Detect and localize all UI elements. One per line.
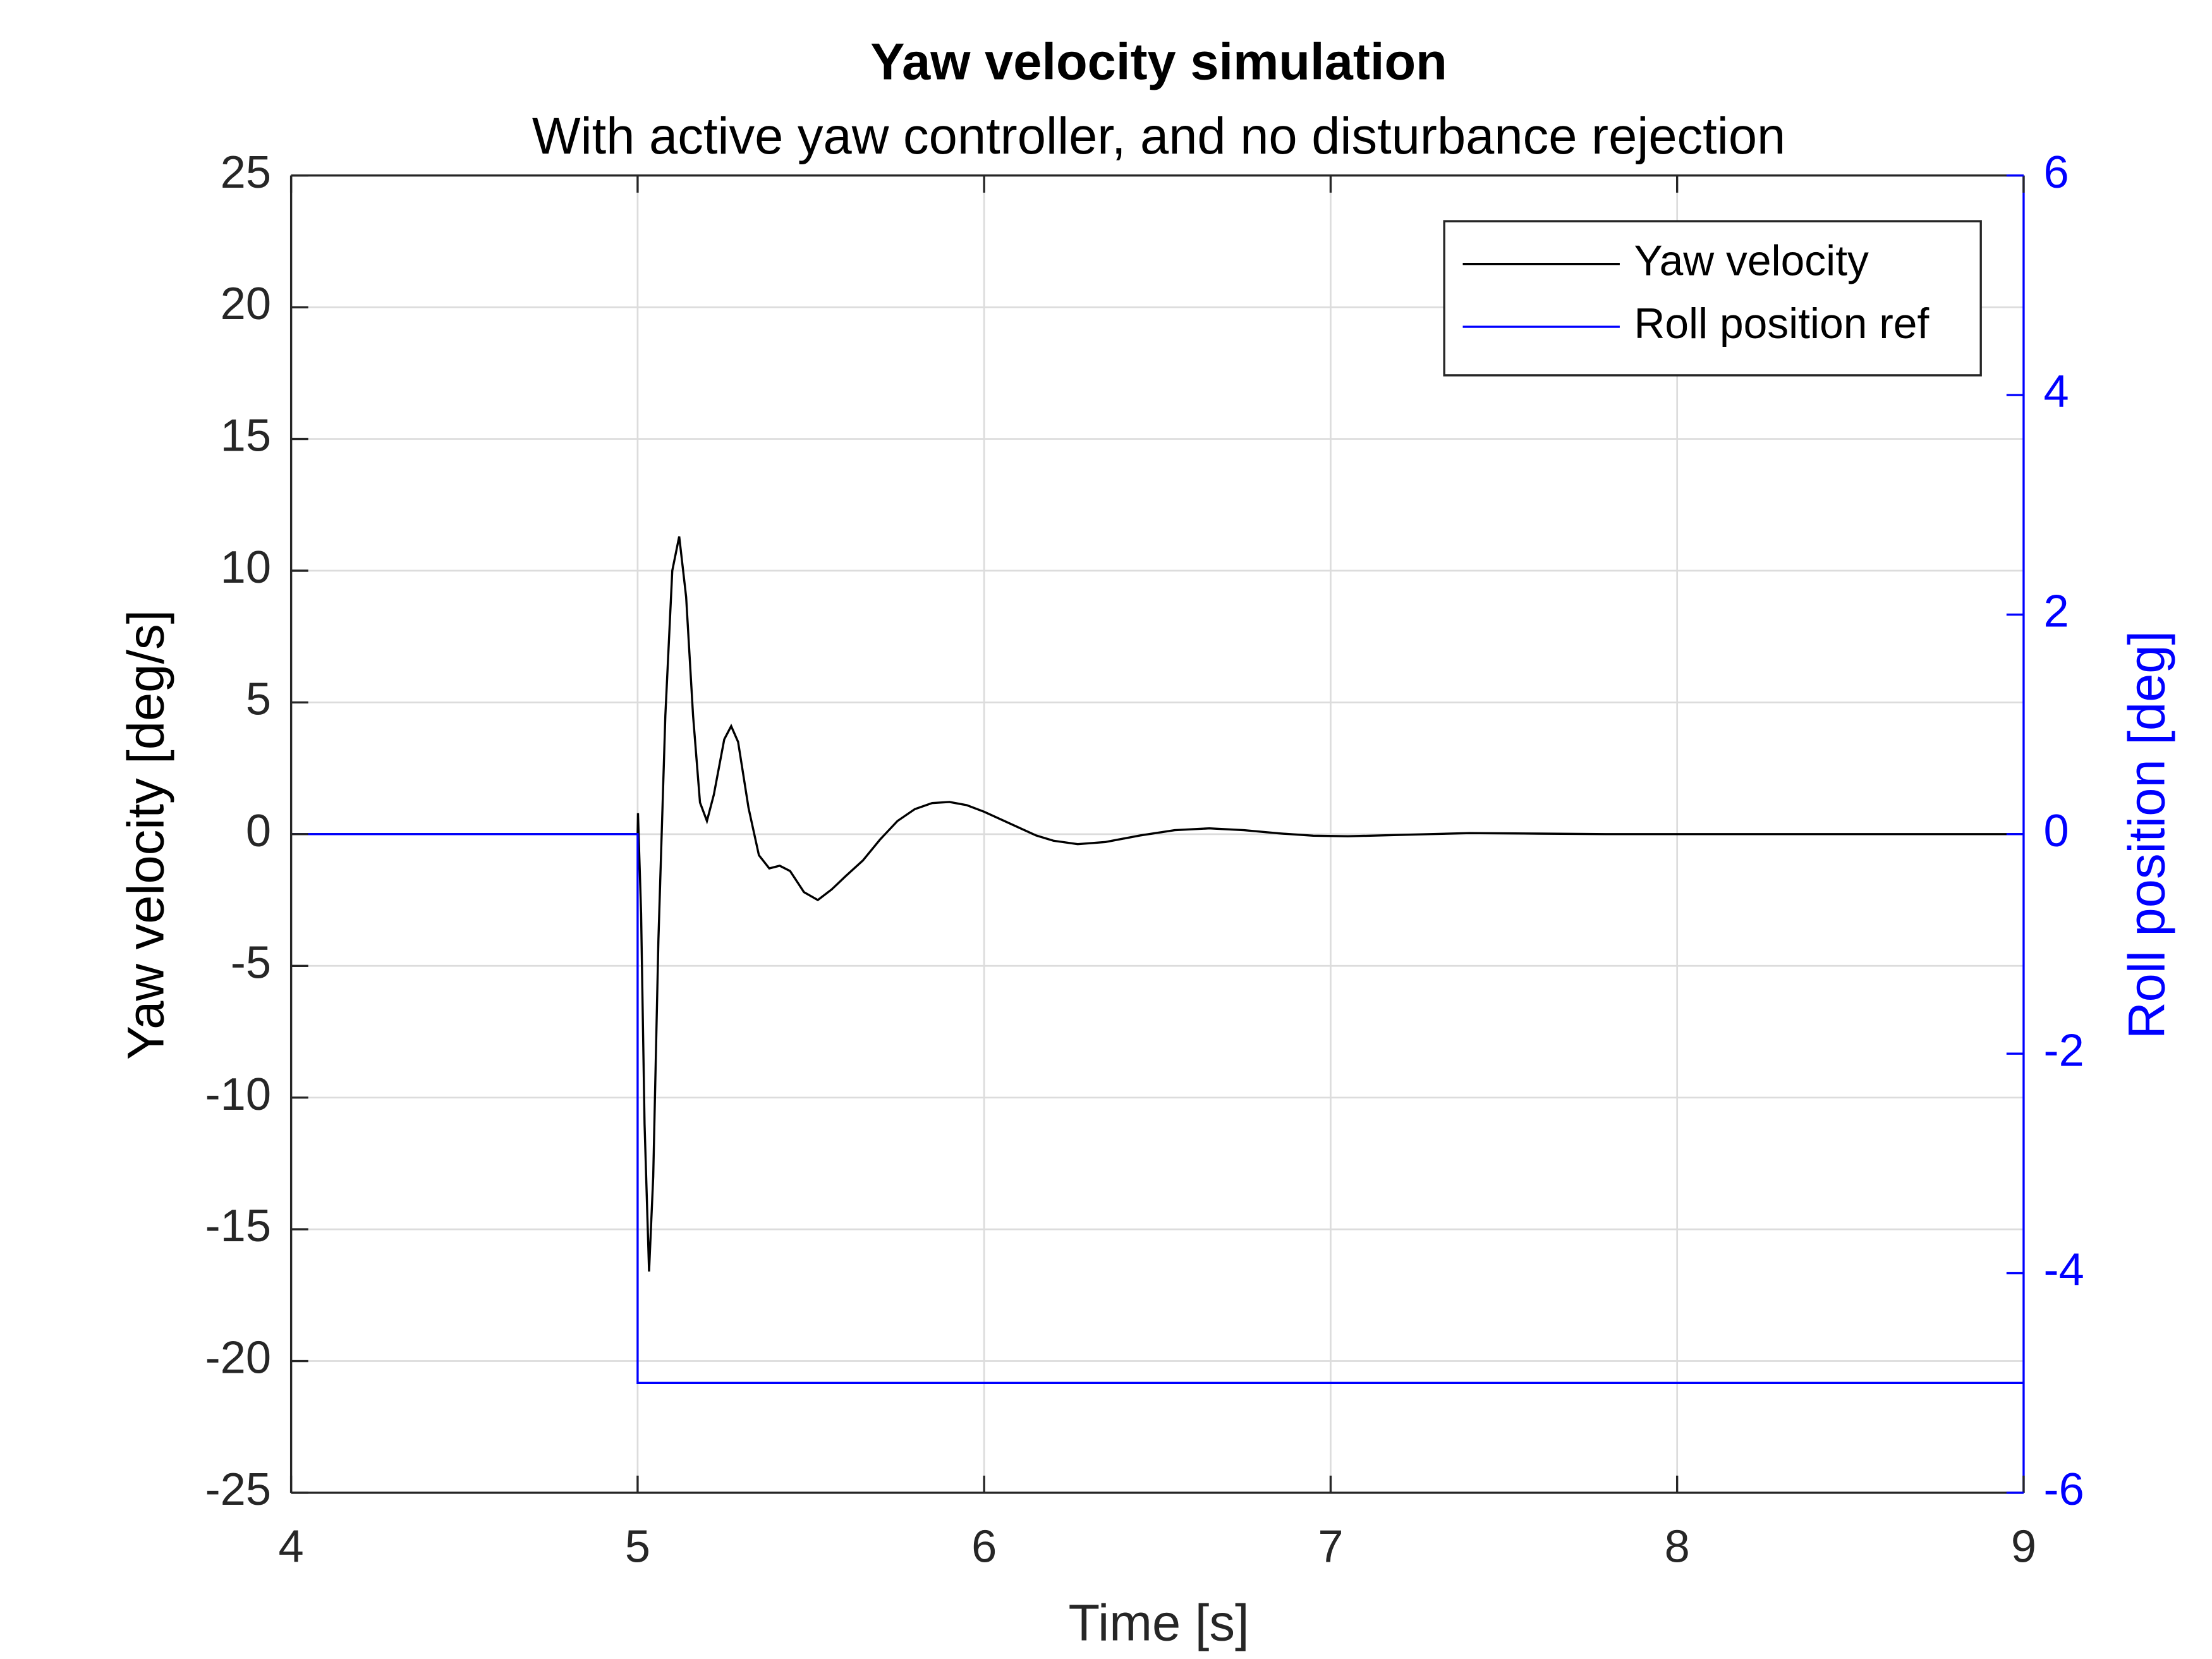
data-line: [291, 536, 2024, 1272]
y-tick-label: -15: [205, 1201, 271, 1251]
x-tick-label: 6: [971, 1521, 997, 1572]
y2-tick-label: -2: [2044, 1025, 2084, 1076]
y-tick-label: -5: [231, 937, 271, 988]
data-line: [291, 833, 2024, 1384]
y2-tick-label: 4: [2044, 367, 2069, 417]
y2-tick-label: 0: [2044, 806, 2069, 856]
y-tick-label: 5: [246, 674, 271, 724]
y2-tick-label: -4: [2044, 1245, 2084, 1296]
x-tick-label: 9: [2011, 1521, 2036, 1572]
legend-box: [1443, 220, 1982, 377]
y2-tick-label: 6: [2044, 147, 2069, 198]
x-tick-label: 7: [1318, 1521, 1343, 1572]
y-tick-label: -10: [205, 1069, 271, 1120]
y2-tick-label: 2: [2044, 586, 2069, 637]
y-tick-label: 10: [221, 542, 271, 593]
y2-axis-label: Roll position [deg]: [2118, 631, 2175, 1039]
legend-label: Yaw velocity: [1634, 238, 1869, 285]
y-tick-label: 20: [221, 279, 271, 329]
legend-label: Roll position ref: [1634, 300, 1929, 348]
y-tick-label: 15: [221, 411, 271, 461]
y-axis-label: Yaw velocity [deg/s]: [118, 610, 175, 1060]
x-tick-label: 4: [279, 1521, 304, 1572]
y-tick-label: -20: [205, 1333, 271, 1383]
y-tick-label: 25: [221, 147, 271, 198]
y-tick-label: 0: [246, 806, 271, 856]
y2-tick-label: -6: [2044, 1464, 2084, 1515]
chart-title: Yaw velocity simulation: [870, 33, 1447, 90]
chart-subtitle: With active yaw controller, and no distu…: [532, 107, 1785, 165]
y-tick-label: -25: [205, 1464, 271, 1515]
x-tick-label: 8: [1665, 1521, 1690, 1572]
x-tick-label: 5: [625, 1521, 650, 1572]
x-axis-label: Time [s]: [1069, 1595, 1249, 1652]
